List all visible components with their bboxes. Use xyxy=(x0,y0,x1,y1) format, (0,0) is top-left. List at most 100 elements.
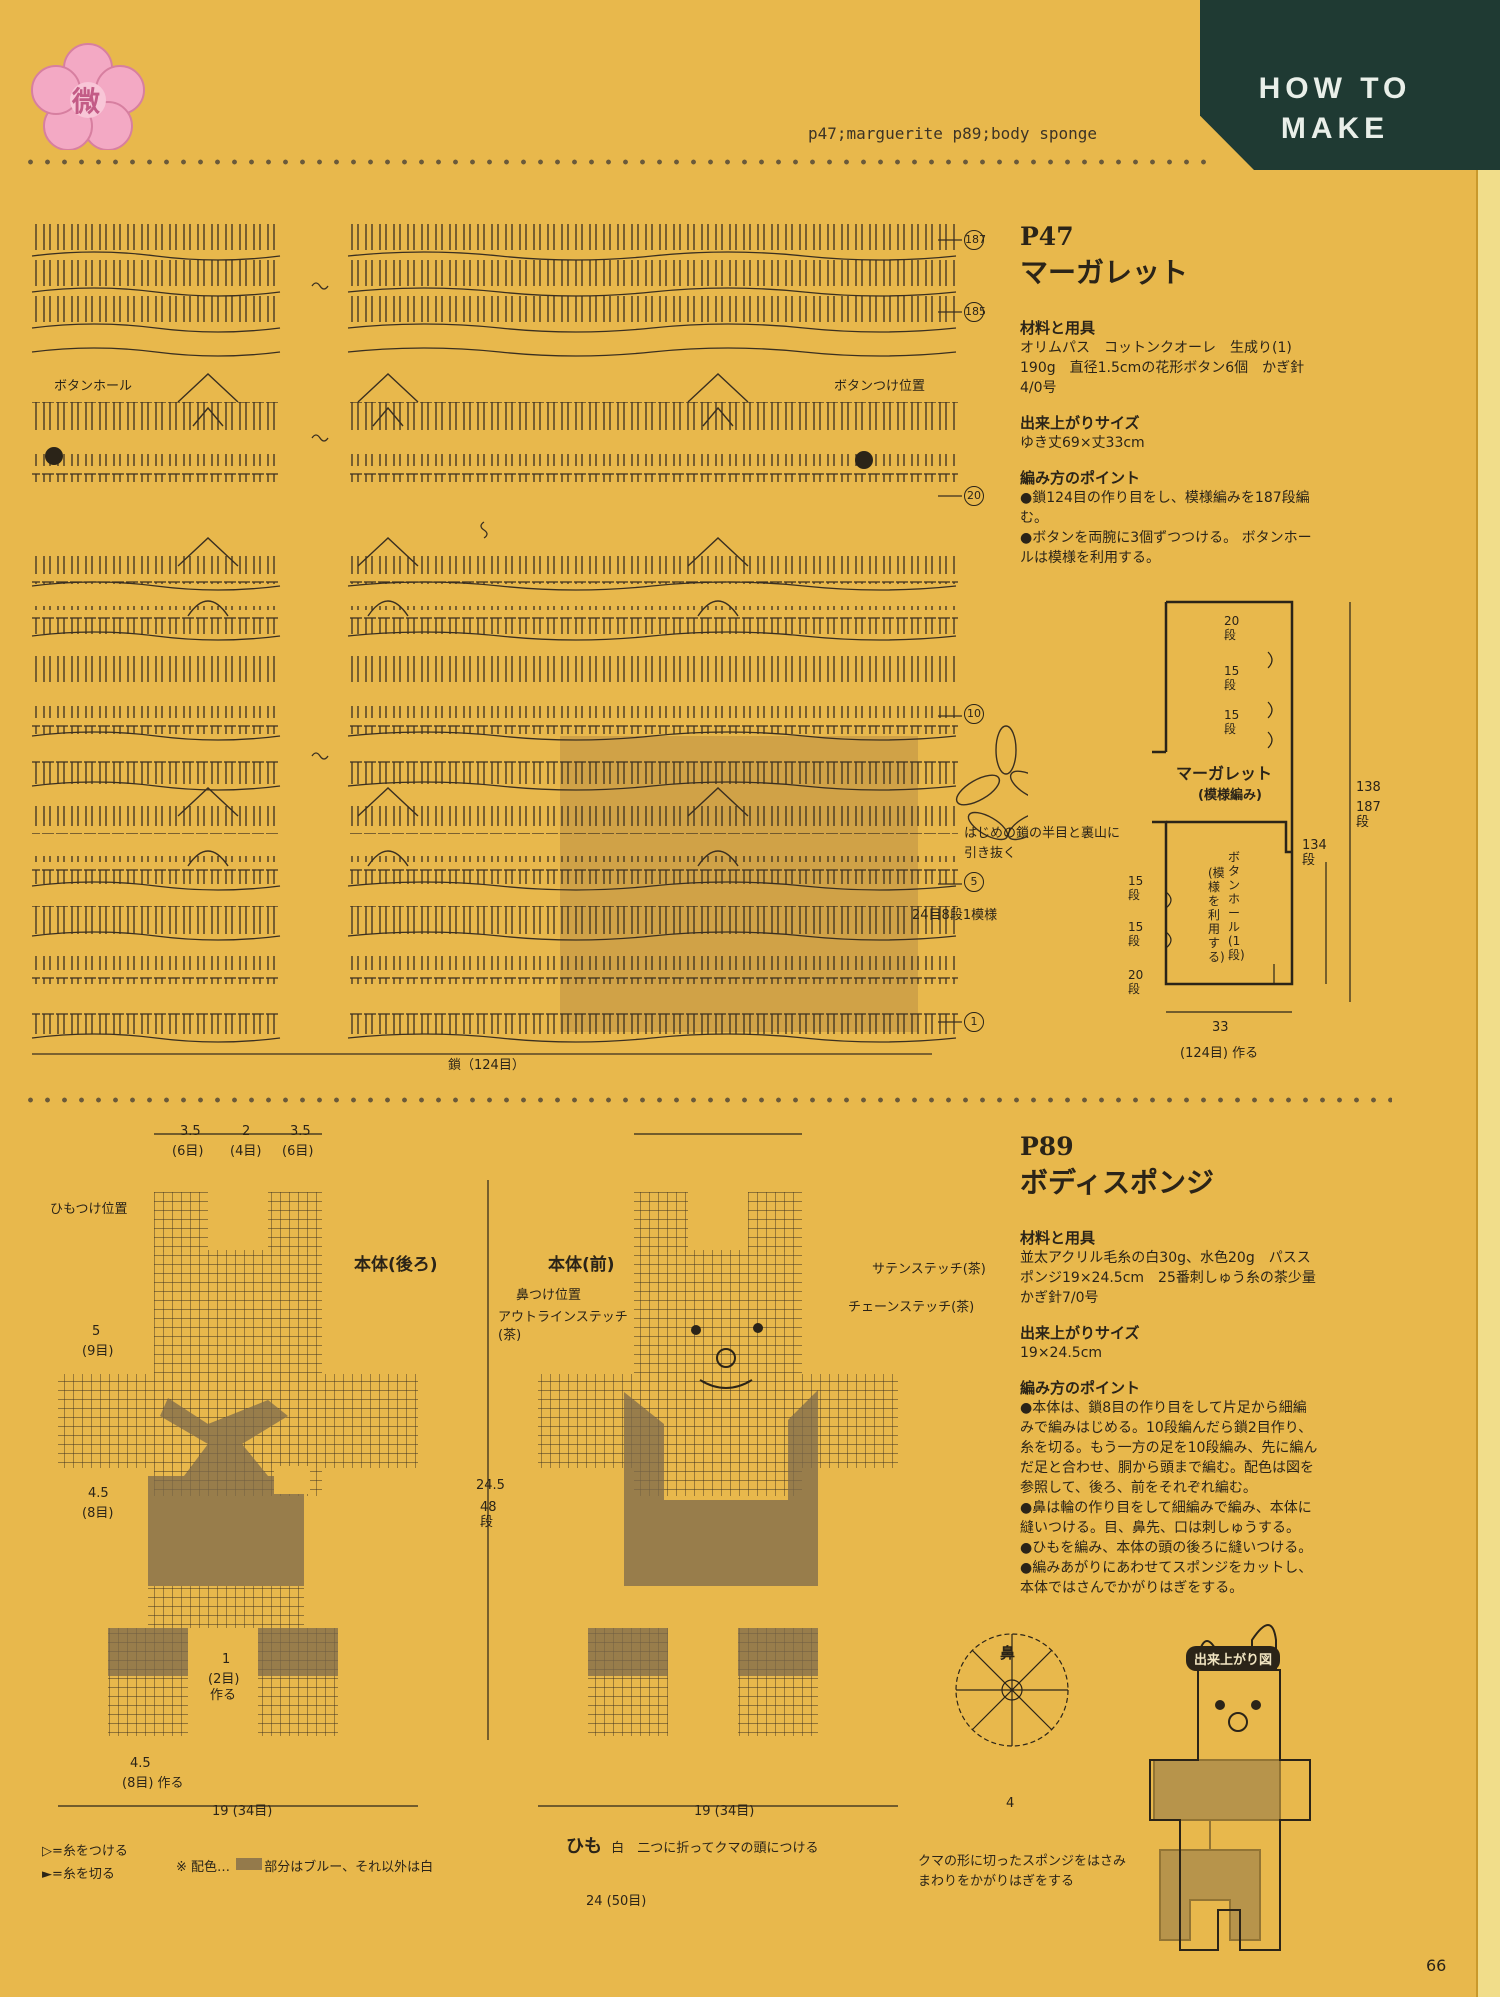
schem-top-row-2: 15段 xyxy=(1224,664,1240,692)
legend-attach: ▷=糸をつける xyxy=(42,1840,128,1859)
back-body-chart xyxy=(58,1192,418,1736)
back-top-dim-3: 2 xyxy=(242,1124,251,1139)
p89-side-illustrations xyxy=(955,1624,1311,1951)
p47-points-heading: 編み方のポイント xyxy=(1020,469,1141,487)
p89-materials-1: 並太アクリル毛糸の白30g、水色20g パスス xyxy=(1020,1250,1311,1266)
p47-point-1: ●鎖124目の作り目をし、模様編みを187段編 xyxy=(1020,490,1310,506)
p89-point-7: 縫いつける。目、鼻先、口は刺しゅうする。 xyxy=(1020,1520,1300,1536)
p47-materials-2: 190g 直径1.5cmの花形ボタン6個 かぎ針 xyxy=(1020,360,1305,376)
cord-position-label: ひもつけ位置 xyxy=(50,1202,128,1217)
schem-bottom-row-2: 15段 xyxy=(1128,920,1144,948)
finished-title: 出来上がり図 xyxy=(1194,1653,1273,1668)
p89-points-heading: 編み方のポイント xyxy=(1020,1379,1141,1397)
outline-stitch-label-2: (茶) xyxy=(498,1328,522,1343)
satin-stitch-label: サテンステッチ(茶) xyxy=(872,1262,986,1277)
p89-point-3: 糸を切る。もう一方の足を10段編み、先に編ん xyxy=(1020,1440,1318,1456)
schem-subtitle: (模様編み) xyxy=(1198,788,1262,803)
p47-size-heading: 出来上がりサイズ xyxy=(1020,414,1140,432)
p89-size-heading: 出来上がりサイズ xyxy=(1020,1324,1140,1342)
schem-width: 33 xyxy=(1212,1020,1229,1035)
p89-point-2: みで編みはじめる。10段編んだら鎖2目作り、 xyxy=(1020,1420,1313,1436)
back-leg-dim: 4.5 xyxy=(130,1756,151,1771)
p47-point-4: ルは模様を利用する。 xyxy=(1020,550,1160,566)
how-to-make-badge: HOW TO MAKE xyxy=(1200,0,1500,170)
back-top-dim-5: 3.5 xyxy=(290,1124,311,1139)
dotted-divider-top xyxy=(22,156,1217,168)
dotted-divider-middle xyxy=(22,1094,1392,1106)
p89-materials-2: ポンジ19×24.5cm 25番刺しゅう糸の茶少量 xyxy=(1020,1270,1316,1286)
p47-info: P47 マーガレット 材料と用具 オリムパス コットンクオーレ 生成り(1) 1… xyxy=(1020,222,1400,568)
pattern-refs: p47;marguerite p89;body sponge xyxy=(808,124,1097,143)
motif-note-1: はじめの鎖の半目と裏山に xyxy=(964,826,1121,841)
row-187-marker: 187 xyxy=(964,230,986,250)
badge-line1: HOW TO xyxy=(1258,72,1412,105)
repeat-label: 24目8段1模様 xyxy=(912,908,998,923)
cord-color: 白 xyxy=(611,1841,625,1856)
p89-point-6: ●鼻は輪の作り目をして細編みで編み、本体に xyxy=(1020,1500,1312,1516)
cord-width: 24 (50目) xyxy=(586,1894,647,1909)
p47-title: マーガレット xyxy=(1020,256,1189,289)
back-top-dim-4: (4目) xyxy=(230,1144,262,1159)
finished-note-2: まわりをかがりはぎをする xyxy=(918,1874,1075,1889)
p89-bear-charts xyxy=(58,1133,898,1807)
front-body-chart xyxy=(538,1192,898,1736)
row-10-marker: 10 xyxy=(964,704,984,724)
finished-title-badge: 出来上がり図 xyxy=(1186,1646,1281,1671)
p47-schematic xyxy=(1152,600,1351,1013)
schem-buttonhole-2: (模様を利用する) xyxy=(1208,866,1225,964)
legend-color-swatch xyxy=(236,1858,262,1870)
cord-caption: ひも 白 二つに折ってクマの頭につける xyxy=(566,1832,819,1858)
p47-materials-1: オリムパス コットンクオーレ 生成り(1) xyxy=(1020,340,1292,356)
back-top-dim-2: (6目) xyxy=(172,1144,204,1159)
cut-arrow-icon: ► xyxy=(42,1867,52,1882)
p89-code: P89 xyxy=(1020,1132,1074,1161)
p89-point-9: ●編みあがりにあわせてスポンジをカットし、 xyxy=(1020,1560,1313,1576)
back-width: 19 (34目) xyxy=(212,1804,273,1819)
schem-top-row-1: 20段 xyxy=(1224,614,1240,642)
nose-title: 鼻 xyxy=(1000,1644,1016,1662)
nose-width: 4 xyxy=(1006,1796,1015,1811)
p47-code: P47 xyxy=(1020,222,1074,251)
p89-size-text: 19×24.5cm xyxy=(1020,1345,1103,1361)
p89-point-8: ●ひもを編み、本体の頭の後ろに縫いつける。 xyxy=(1020,1540,1313,1556)
legend-cut: ►=糸を切る xyxy=(42,1863,128,1882)
p89-info: P89 ボディスポンジ 材料と用具 並太アクリル毛糸の白30g、水色20g パス… xyxy=(1020,1132,1400,1598)
badge-line2: MAKE xyxy=(1280,112,1390,145)
back-hip-dim: 4.5 xyxy=(88,1486,109,1501)
p89-title: ボディスポンジ xyxy=(1020,1166,1215,1199)
nose-position-label: 鼻つけ位置 xyxy=(516,1288,582,1303)
row-20-marker: 20 xyxy=(964,486,984,506)
page-number: 66 xyxy=(1426,1956,1447,1975)
front-width: 19 (34目) xyxy=(694,1804,755,1819)
back-gap-dim: 1 xyxy=(222,1652,231,1667)
front-body-title: 本体(前) xyxy=(548,1255,615,1275)
legend: ▷=糸をつける ►=糸を切る xyxy=(42,1840,128,1882)
buttonhole-label: ボタンホール xyxy=(54,379,133,394)
back-arm-dim: 5 xyxy=(92,1324,101,1339)
schem-inner: 134段 xyxy=(1302,838,1327,868)
sakura-logo: 微 xyxy=(28,40,148,151)
legend-cut-text: =糸を切る xyxy=(52,1867,115,1882)
back-gap-dim-3: 作る xyxy=(210,1688,237,1703)
back-hip-dim-2: (8目) xyxy=(82,1506,114,1521)
buttonhole-mark xyxy=(45,447,63,465)
outline-stitch-label: アウトラインステッチ xyxy=(498,1310,628,1325)
page-edge xyxy=(1476,0,1500,1997)
motif-note-2: 引き抜く xyxy=(964,846,1017,861)
legend-attach-text: =糸をつける xyxy=(52,1844,128,1859)
cord-title: ひも xyxy=(566,1836,602,1857)
p89-materials-heading: 材料と用具 xyxy=(1020,1229,1096,1247)
row-1-marker: 1 xyxy=(964,1012,984,1032)
schem-width-rows: (124目) 作る xyxy=(1180,1046,1259,1061)
p89-point-1: ●本体は、鎖8目の作り目をして片足から細編 xyxy=(1020,1400,1307,1416)
schem-buttonhole: ボタンホール(1段) xyxy=(1228,850,1245,962)
back-top-dim-1: 3.5 xyxy=(180,1124,201,1139)
finished-note-1: クマの形に切ったスポンジをはさみ xyxy=(918,1854,1127,1869)
legend-color-note: ※ 配色… 部分はブルー、それ以外は白 xyxy=(176,1860,434,1875)
row-185-marker: 185 xyxy=(964,302,986,322)
schem-height-rows: 187段 xyxy=(1356,800,1381,830)
p47-crochet-chart xyxy=(31,224,1028,1055)
schem-top-row-3: 15段 xyxy=(1224,708,1240,736)
body-height: 24.5 xyxy=(476,1478,505,1493)
p89-point-5: 参照して、後ろ、前をそれぞれ編む。 xyxy=(1020,1480,1257,1496)
